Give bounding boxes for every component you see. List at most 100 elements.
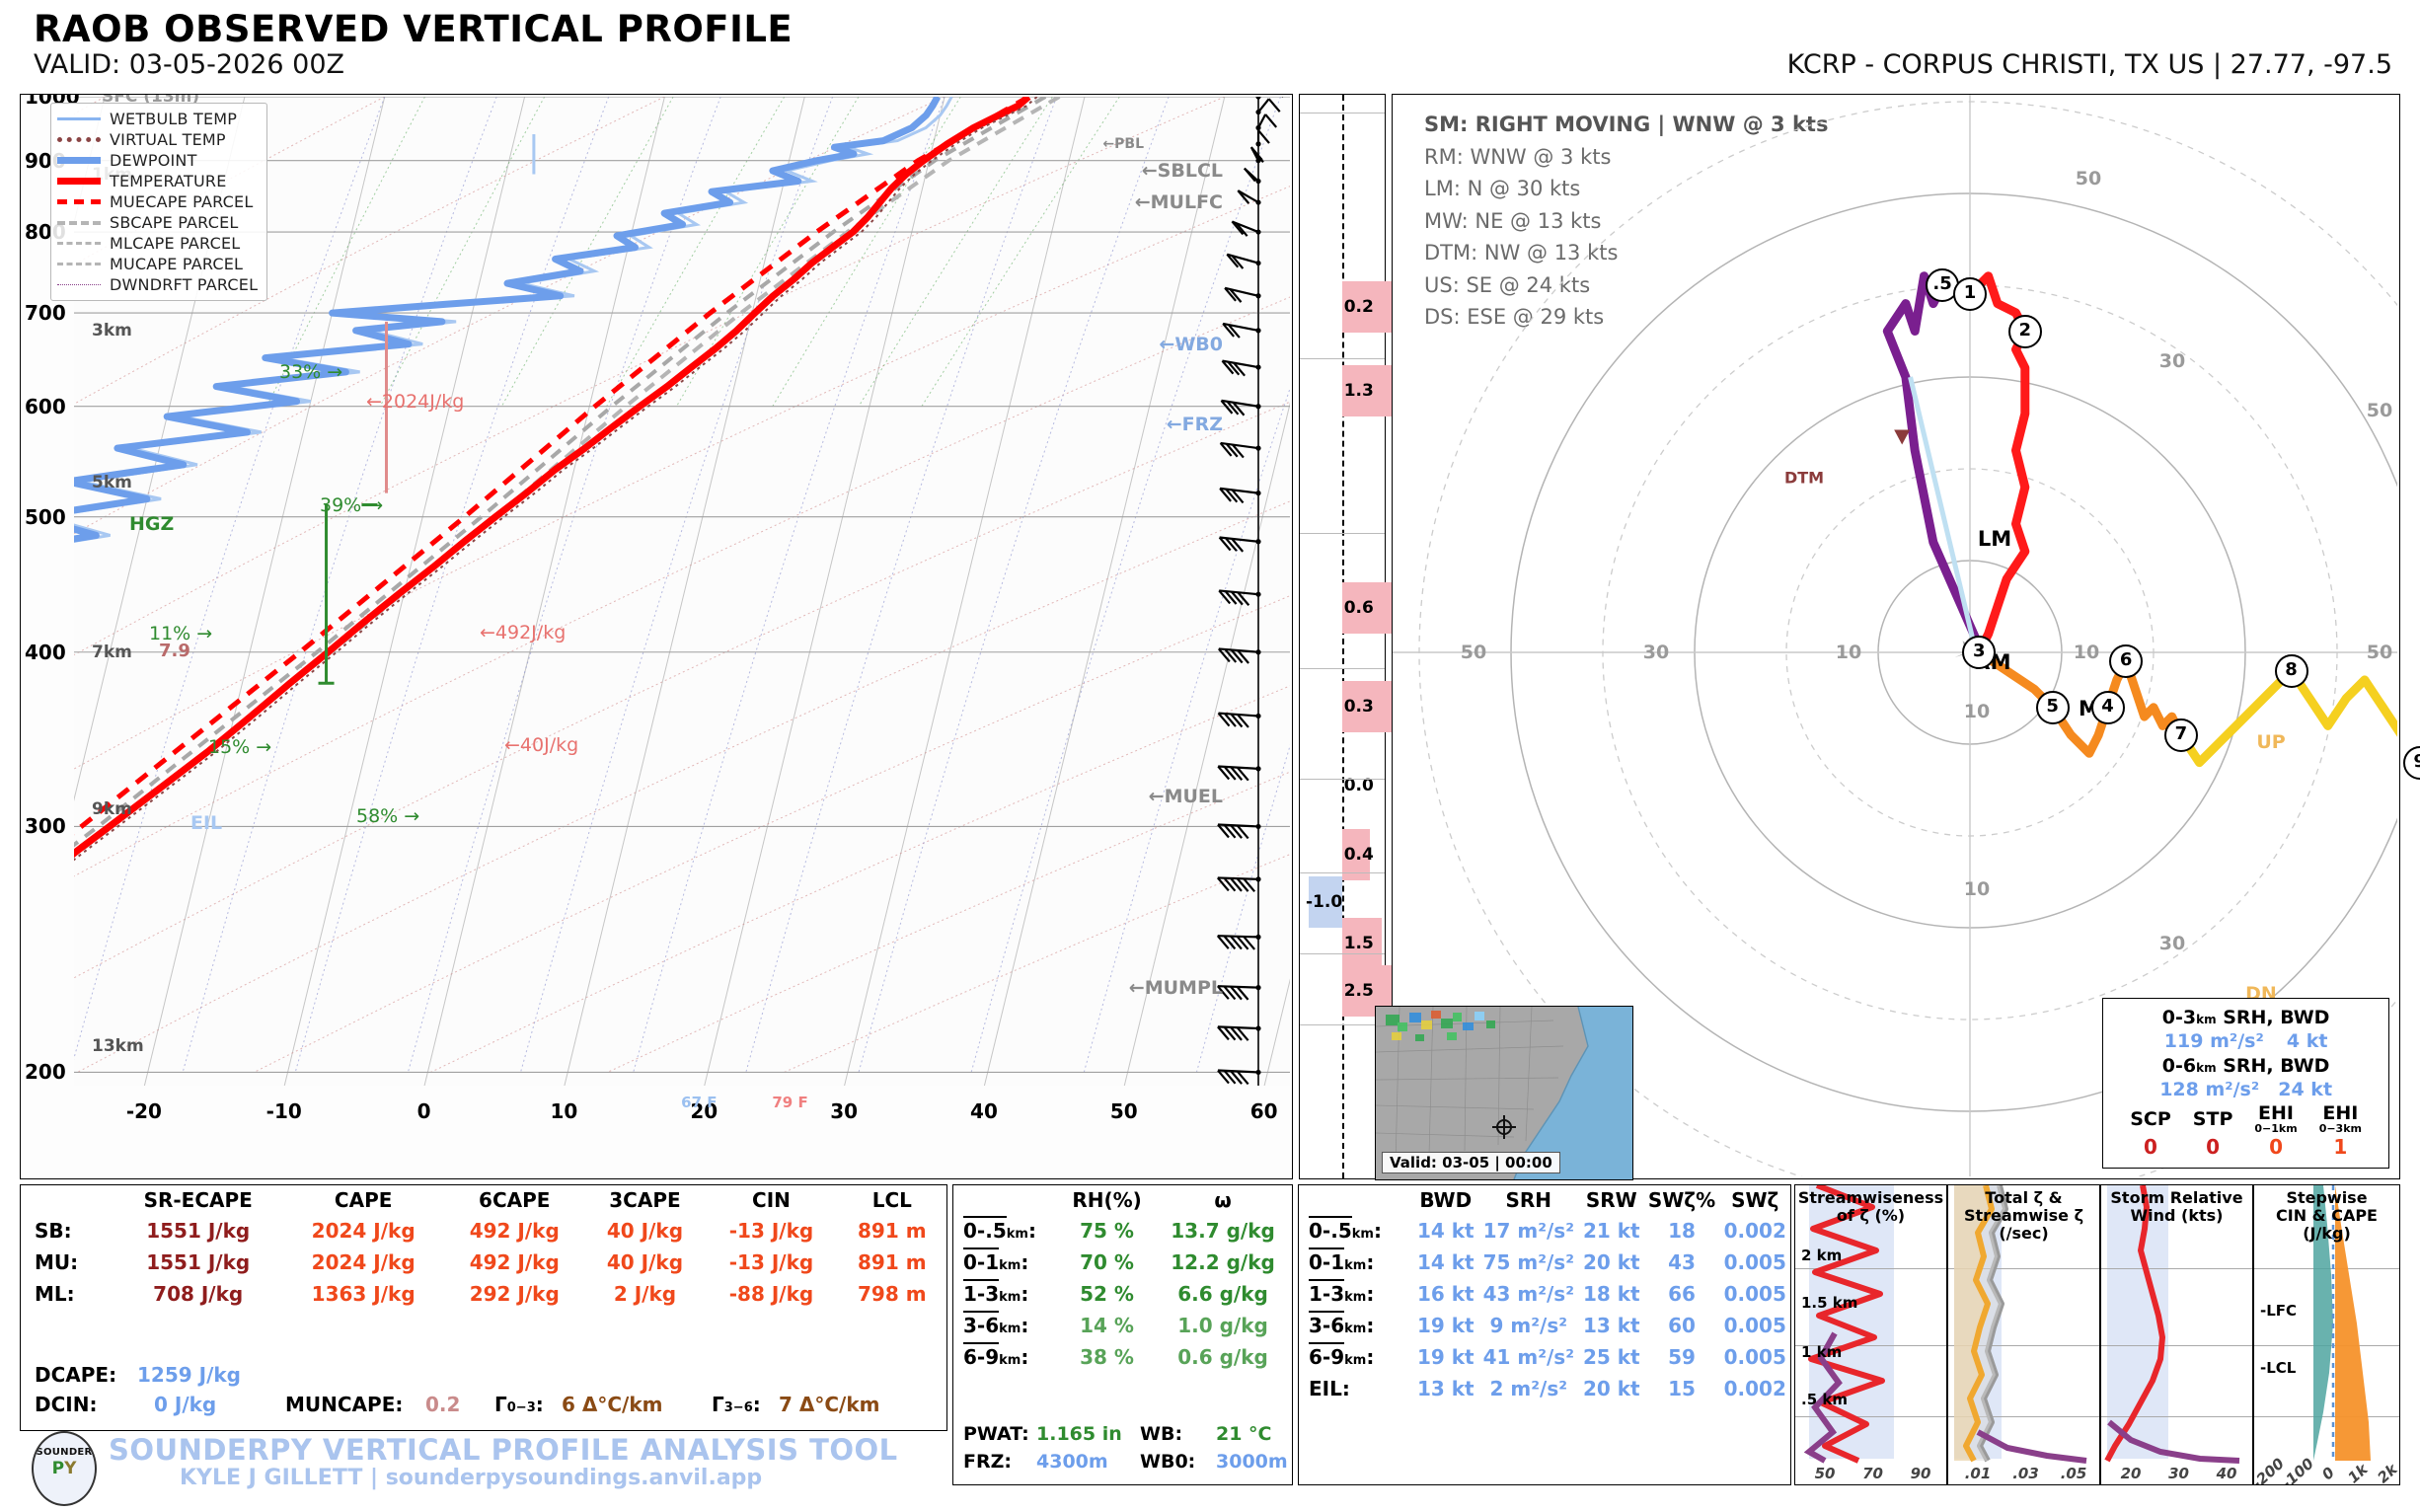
kine-col-header: SRH (1505, 1188, 1552, 1212)
composite-header: EHI 0−3km (2308, 1102, 2373, 1136)
thermo-row: MU: 1551 J/kg 2024 J/kg 492 J/kg 40 J/kg -13 … (21, 1247, 946, 1278)
legend-swatch (57, 137, 101, 142)
brand-line-2[interactable]: KYLE J GILLETT | sounderpysoundings.anvi… (180, 1466, 763, 1490)
kine-cell: 25 kt (1582, 1345, 1640, 1369)
legend-row: MLCAPE PARCEL (57, 233, 258, 254)
mini-panel-title-line: Total ζ & (1985, 1188, 2063, 1207)
composite-sub: 0−3km (2318, 1122, 2362, 1136)
composite-index-table: SCP STP EHI 0−1km EHI 0−3km 0 0 0 1 (2119, 1104, 2373, 1162)
legend-label: MUECAPE PARCEL (110, 192, 254, 211)
kine-cell: 20 kt (1582, 1250, 1640, 1274)
level-marker: ←FRZ (1166, 414, 1223, 436)
thermo-col-header: LCL (871, 1188, 912, 1212)
kine-col-header: SRW (1585, 1188, 1637, 1212)
omega-value: -1.0 (1306, 892, 1343, 912)
rh-annotation: 58% → (356, 805, 420, 827)
ring-label-50d: 50 (2366, 400, 2393, 421)
mini-panel-side-label: -LCL (2260, 1359, 2297, 1377)
pwat-row-value2: 21 °C (1216, 1423, 1272, 1445)
thermo-row-label: MU: (35, 1250, 79, 1274)
mini-panel-title-line: Stepwise (2286, 1188, 2368, 1207)
ring-label-30: 30 (1642, 642, 1670, 663)
mini-panel-tick: 30 (2168, 1465, 2189, 1482)
kine-cell: 43 (1668, 1250, 1696, 1274)
ring-label-50c: 50 (2075, 168, 2102, 189)
hodograph-panel[interactable]: SM: RIGHT MOVING | WNW @ 3 kts RM: WNW @ … (1375, 94, 2420, 1180)
hodo-height-marker: 4 (2090, 690, 2125, 724)
streamwiseness-panel: Streamwiseness of ζ (%) 50 70 90 2 km 1.5 km 1 … (1794, 1184, 1947, 1485)
location-map-inset[interactable]: Valid: 03-05 | 00:00 (1375, 1006, 1633, 1180)
thermo-col-header: CIN (752, 1188, 791, 1212)
kine-row-label: EIL: (1309, 1377, 1350, 1400)
temp-tick: 0 (416, 1099, 431, 1123)
level-marker: ←MULFC (1134, 191, 1223, 214)
omega-value: 0.3 (1343, 697, 1374, 717)
legend-row: DWNDRFT PARCEL (57, 274, 258, 295)
kine-cell: 0.005 (1723, 1282, 1786, 1306)
composite-value: 1 (2333, 1135, 2348, 1160)
omega-gridline (1300, 667, 1385, 669)
legend-label: WETBULB TEMP (110, 110, 238, 128)
moist-corner (953, 1185, 1060, 1215)
moisture-row: 6-9km: 38 % 0.6 g/kg (953, 1341, 1292, 1373)
moist-omega-cell: 6.6 g/kg (1177, 1282, 1268, 1306)
thermo-col-header: CAPE (334, 1188, 393, 1212)
legend-label: VIRTUAL TEMP (110, 130, 226, 149)
frz-row: FRZ: 4300m WB0: 3000m (959, 1451, 1288, 1478)
moisture-row: 0-1km: 70 % 12.2 g/kg (953, 1247, 1292, 1278)
composite-header: EHI 0−1km (2243, 1104, 2307, 1136)
level-marker: ←WB0 (1159, 333, 1223, 355)
kine-cell: 0.005 (1723, 1250, 1786, 1274)
omega-value: 0.2 (1343, 297, 1374, 317)
kine-cell: 20 kt (1582, 1377, 1640, 1400)
srh-0-3-values: 119 m²/s² 4 kt (2163, 1030, 2328, 1053)
moist-rh-cell: 52 % (1080, 1282, 1134, 1306)
legend-label: SBCAPE PARCEL (110, 213, 239, 232)
composite-name: EHI (2322, 1102, 2359, 1125)
level-marker: ←MUEL (1148, 786, 1223, 808)
mini-panel-trace (1954, 1185, 2087, 1464)
skewt-plot-area[interactable] (74, 97, 1290, 1086)
composite-sub: 0−1km (2254, 1122, 2298, 1136)
thermo-cell: 492 J/kg (469, 1219, 560, 1243)
kine-cell: 9 m²/s² (1489, 1314, 1567, 1337)
panel-gridline (1795, 1267, 1946, 1269)
kine-row-label: 0-.5km: (1299, 1215, 1413, 1247)
kinematics-row: 0-.5km: 14 kt 17 m²/s² 21 kt 18 0.002 (1299, 1215, 1790, 1247)
kine-cell: 14 kt (1416, 1219, 1475, 1243)
temp-tick: 30 (830, 1099, 859, 1123)
pressure-tick: 700 (25, 301, 66, 326)
page-header: RAOB OBSERVED VERTICAL PROFILE VALID: 03… (0, 0, 2420, 87)
legend-swatch (57, 117, 101, 120)
hodo-height-marker: 3 (1962, 636, 1997, 669)
legend-row: VIRTUAL TEMP (57, 129, 258, 150)
height-label: 13km (92, 1036, 144, 1057)
mini-panel-side-label: .5 km (1801, 1391, 1848, 1408)
kinematics-row: 0-1km: 14 kt 75 m²/s² 20 kt 43 0.005 (1299, 1247, 1790, 1278)
omega-bar (1309, 876, 1342, 928)
omega-gridline (1300, 357, 1385, 359)
legend-swatch (57, 220, 101, 225)
pwat-row: PWAT: 1.165 in WB: 21 °C (959, 1423, 1286, 1451)
thermo-col-header: 6CAPE (479, 1188, 551, 1212)
moist-omega-cell: 1.0 g/kg (1177, 1314, 1268, 1337)
moist-row-label: 0-.5km: (953, 1215, 1060, 1247)
moist-rh-cell: 38 % (1080, 1345, 1134, 1369)
ring-label-50b: 50 (2366, 642, 2393, 663)
omega-panel: 0.2 1.3 0.6 0.3 0.0 0.4 -1.0 1.5 2.5 (1299, 94, 1475, 1179)
mini-panel-side-label: -LFC (2260, 1302, 2298, 1320)
storm-motion-row: MW: NE @ 13 kts (1424, 208, 1602, 233)
kine-corner (1299, 1185, 1413, 1215)
brand-line-1: SOUNDERPY VERTICAL PROFILE ANALYSIS TOOL (109, 1433, 898, 1467)
mini-panel-trace (2313, 1185, 2371, 1461)
kine-cell: 19 kt (1416, 1314, 1475, 1337)
pressure-tick: 300 (25, 814, 66, 839)
storm-motion-list: SM: RIGHT MOVING | WNW @ 3 kts RM: WNW @ … (1424, 109, 1828, 334)
composite-header: STP (2182, 1104, 2244, 1134)
legend-swatch (57, 284, 101, 285)
skewt-panel[interactable]: WETBULB TEMP VIRTUAL TEMP DEWPOINT TEMPERAT… (20, 94, 1293, 1179)
mini-panel-side-label: 1.5 km (1801, 1294, 1858, 1312)
storm-motion-row: DTM: NW @ 13 kts (1424, 241, 1619, 265)
ring-label-30d: 30 (2158, 933, 2186, 954)
thermo-cell: 708 J/kg (153, 1282, 244, 1306)
